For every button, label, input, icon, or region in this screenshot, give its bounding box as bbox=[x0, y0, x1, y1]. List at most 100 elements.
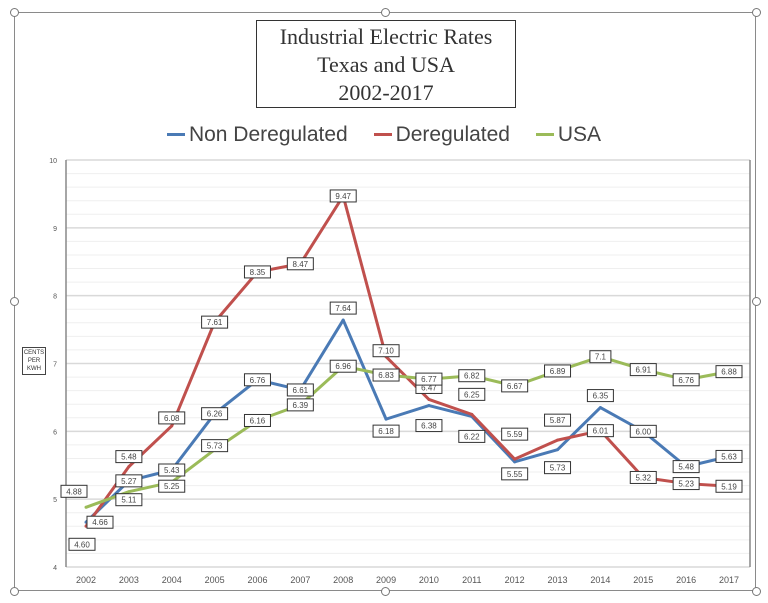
x-tick-label: 2005 bbox=[205, 575, 225, 585]
y-tick-label: 7 bbox=[53, 362, 57, 369]
data-label-box bbox=[86, 515, 114, 529]
legend-item-usa: USA bbox=[535, 122, 602, 147]
data-label: 6.88 bbox=[721, 368, 737, 377]
x-tick-label: 2017 bbox=[719, 575, 739, 585]
data-label-box bbox=[629, 424, 657, 438]
data-point bbox=[556, 448, 560, 452]
data-label-box bbox=[158, 463, 186, 477]
title-line: Texas and USA bbox=[317, 52, 455, 77]
data-label-box bbox=[629, 470, 657, 484]
data-label: 6.25 bbox=[464, 390, 480, 399]
data-label: 4.88 bbox=[66, 487, 82, 496]
data-label-box bbox=[115, 450, 143, 464]
legend-label: USA bbox=[557, 122, 602, 146]
resize-handle-top[interactable] bbox=[381, 8, 390, 17]
series-line-non-deregulated bbox=[84, 318, 730, 524]
data-label: 8.35 bbox=[250, 268, 266, 277]
data-label-box bbox=[586, 389, 614, 403]
data-label-box bbox=[672, 373, 700, 387]
legend: Non Deregulated Deregulated USA bbox=[0, 118, 768, 147]
data-label-box bbox=[286, 398, 314, 412]
x-tick-label: 2004 bbox=[162, 575, 182, 585]
data-label-box bbox=[501, 379, 529, 393]
data-label-box bbox=[372, 344, 400, 358]
data-point bbox=[427, 404, 431, 408]
y-tick-label: 5 bbox=[53, 497, 57, 504]
x-tick-label: 2016 bbox=[676, 575, 696, 585]
data-label-box bbox=[243, 413, 271, 427]
data-label: 6.26 bbox=[207, 410, 223, 419]
data-label: 6.47 bbox=[421, 383, 437, 392]
data-label-box bbox=[629, 363, 657, 377]
data-label: 6.89 bbox=[550, 367, 566, 376]
data-point bbox=[127, 490, 131, 494]
data-label-box bbox=[201, 315, 229, 329]
data-label-box bbox=[715, 479, 743, 493]
title-line: 2002-2017 bbox=[338, 80, 434, 105]
data-label: 5.23 bbox=[678, 480, 694, 489]
x-tick-label: 2003 bbox=[119, 575, 139, 585]
data-label-box bbox=[329, 359, 357, 373]
data-label: 5.32 bbox=[635, 473, 651, 482]
legend-swatch bbox=[166, 133, 185, 136]
data-point bbox=[384, 417, 388, 421]
resize-handle-bottom[interactable] bbox=[381, 587, 390, 596]
data-label-box bbox=[544, 413, 572, 427]
y-axis-label-line: CENTS bbox=[23, 350, 45, 356]
data-label-box bbox=[458, 429, 486, 443]
x-tick-label: 2010 bbox=[419, 575, 439, 585]
resize-handle-top-right[interactable] bbox=[752, 8, 761, 17]
data-label: 7.64 bbox=[335, 304, 351, 313]
data-label: 5.87 bbox=[550, 416, 566, 425]
data-label-box bbox=[458, 369, 486, 383]
resize-handle-left[interactable] bbox=[10, 297, 19, 306]
data-label-box bbox=[286, 257, 314, 271]
legend-item-deregulated: Deregulated bbox=[373, 122, 510, 147]
data-label: 6.77 bbox=[421, 375, 437, 384]
y-tick-label: 10 bbox=[49, 158, 57, 165]
data-label: 4.66 bbox=[92, 518, 108, 527]
data-label: 6.35 bbox=[593, 392, 609, 401]
data-label: 5.73 bbox=[550, 464, 566, 473]
data-label-box bbox=[201, 439, 229, 453]
data-label: 6.91 bbox=[635, 366, 651, 375]
data-label: 6.00 bbox=[635, 427, 651, 436]
data-label-box bbox=[243, 373, 271, 387]
data-label-box bbox=[115, 474, 143, 488]
resize-handle-top-left[interactable] bbox=[10, 8, 19, 17]
data-label: 5.59 bbox=[507, 430, 523, 439]
x-tick-label: 2006 bbox=[247, 575, 267, 585]
data-label-box bbox=[544, 461, 572, 475]
data-label: 6.22 bbox=[464, 432, 480, 441]
data-label-box bbox=[372, 368, 400, 382]
data-label-box bbox=[115, 493, 143, 507]
data-label: 6.67 bbox=[507, 382, 523, 391]
data-label-box bbox=[586, 424, 614, 438]
data-point bbox=[127, 465, 131, 469]
resize-handle-right[interactable] bbox=[752, 297, 761, 306]
y-axis-label: CENTS PER KWH bbox=[22, 347, 46, 375]
y-axis-label-line: PER bbox=[27, 358, 41, 364]
data-label: 5.11 bbox=[121, 496, 137, 505]
y-tick-label: 9 bbox=[53, 226, 57, 233]
data-label: 5.25 bbox=[164, 482, 180, 491]
data-label: 5.55 bbox=[507, 470, 523, 479]
legend-label: Deregulated bbox=[395, 122, 510, 146]
data-label-box bbox=[501, 467, 529, 481]
data-label-box bbox=[372, 424, 400, 438]
x-tick-label: 2009 bbox=[376, 575, 396, 585]
data-label: 6.61 bbox=[293, 386, 309, 395]
resize-handle-bottom-right[interactable] bbox=[752, 587, 761, 596]
data-label-box bbox=[415, 372, 443, 386]
y-tick-label: 6 bbox=[53, 429, 57, 436]
data-label: 5.48 bbox=[678, 463, 694, 472]
data-label-box bbox=[458, 387, 486, 401]
data-label-box bbox=[672, 477, 700, 491]
data-label-box bbox=[60, 484, 88, 498]
data-label-box bbox=[286, 383, 314, 397]
data-label-box bbox=[243, 265, 271, 279]
data-label: 6.39 bbox=[293, 401, 309, 410]
resize-handle-bottom-left[interactable] bbox=[10, 587, 19, 596]
x-tick-label: 2014 bbox=[590, 575, 610, 585]
chart-title: Industrial Electric Rates Texas and USA … bbox=[256, 20, 516, 108]
